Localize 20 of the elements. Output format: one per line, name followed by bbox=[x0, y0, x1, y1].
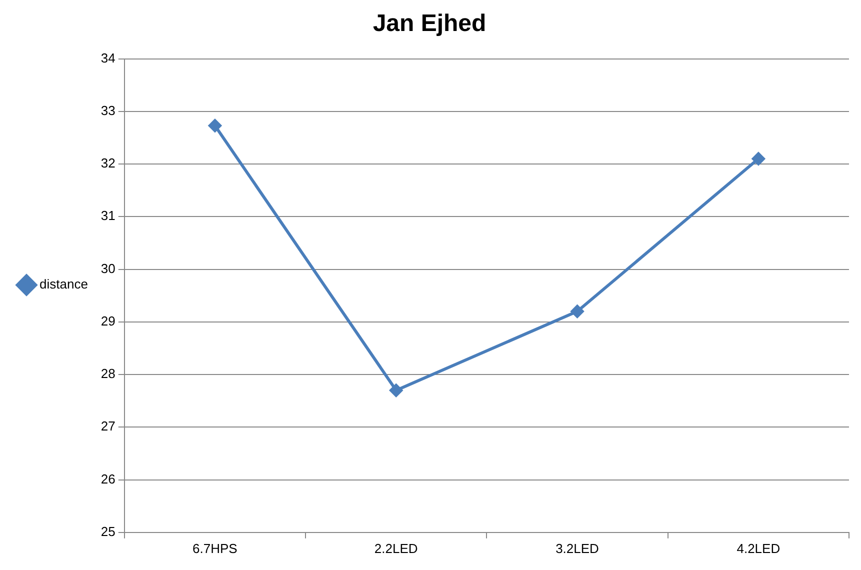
y-tick-label: 30 bbox=[100, 260, 116, 276]
y-tick-label: 26 bbox=[100, 471, 116, 486]
x-tick-label: 3.2LED bbox=[556, 540, 599, 556]
y-tick-label: 32 bbox=[100, 156, 116, 171]
y-tick-label: 31 bbox=[100, 208, 116, 224]
y-tick-label: 29 bbox=[100, 313, 116, 328]
point bbox=[390, 384, 403, 397]
x-tick-label: 6.7HPS bbox=[192, 540, 238, 556]
y-tick-label: 25 bbox=[100, 524, 116, 539]
y-tick-label: 28 bbox=[100, 366, 116, 382]
x-tick-label: 2.2LED bbox=[374, 540, 418, 556]
point bbox=[570, 304, 584, 318]
chart-title: Jan Ejhed bbox=[372, 10, 486, 38]
y-tick-label: 34 bbox=[100, 50, 116, 66]
x-tick-label: 4.2LED bbox=[736, 540, 780, 556]
legend-label: distance bbox=[40, 276, 88, 292]
point bbox=[208, 119, 222, 132]
point bbox=[752, 152, 765, 166]
y-tick-label: 33 bbox=[100, 103, 116, 118]
y-tick-label: 27 bbox=[100, 418, 116, 434]
